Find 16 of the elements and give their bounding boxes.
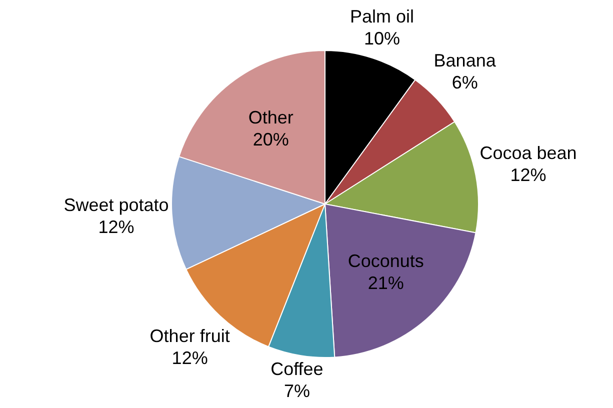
data-label: 20%: [252, 129, 289, 150]
data-label: 7%: [284, 381, 310, 402]
data-label: 12%: [172, 348, 208, 368]
slice-label: Palm oil: [350, 6, 414, 27]
data-label: 21%: [368, 273, 404, 294]
data-label: 12%: [510, 165, 546, 186]
slice-label: Other: [248, 107, 294, 128]
data-label: 12%: [98, 217, 134, 238]
slice-label: Coconuts: [348, 251, 424, 272]
slice-label: Other fruit: [150, 326, 230, 346]
slice-label: Banana: [434, 50, 497, 71]
data-label: 6%: [452, 72, 478, 93]
data-label: 10%: [364, 28, 400, 49]
slice-label: Coffee: [270, 359, 324, 380]
slice-label: Sweet potato: [64, 195, 169, 216]
slice-label: Cocoa bean: [480, 143, 577, 164]
